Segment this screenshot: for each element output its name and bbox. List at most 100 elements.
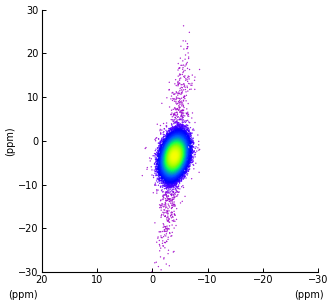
- Point: [187, 149, 192, 154]
- Point: [175, 143, 180, 148]
- Point: [181, 130, 187, 135]
- Point: [155, 161, 160, 166]
- Point: [172, 168, 177, 173]
- Point: [161, 167, 166, 171]
- Point: [175, 156, 180, 161]
- Point: [169, 151, 174, 156]
- Point: [179, 141, 184, 146]
- Point: [171, 176, 176, 181]
- Point: [164, 168, 169, 173]
- Point: [170, 152, 176, 157]
- Point: [167, 137, 173, 142]
- Point: [170, 151, 176, 156]
- Point: [181, 165, 187, 170]
- Point: [177, 163, 182, 168]
- Point: [165, 145, 170, 150]
- Point: [174, 144, 179, 149]
- Point: [172, 163, 177, 168]
- Point: [176, 178, 181, 183]
- Point: [179, 149, 184, 154]
- Point: [182, 126, 187, 130]
- Point: [182, 164, 187, 169]
- Point: [162, 141, 167, 146]
- Point: [163, 165, 168, 170]
- Point: [172, 137, 177, 142]
- Point: [165, 132, 171, 136]
- Point: [174, 164, 179, 169]
- Point: [167, 153, 172, 158]
- Point: [163, 181, 168, 185]
- Point: [178, 151, 184, 156]
- Point: [175, 137, 181, 142]
- Point: [175, 151, 180, 156]
- Point: [175, 165, 181, 170]
- Point: [162, 160, 167, 165]
- Point: [172, 182, 178, 187]
- Point: [182, 139, 188, 144]
- Point: [184, 154, 190, 159]
- Point: [185, 127, 190, 132]
- Point: [176, 172, 181, 177]
- Point: [173, 157, 179, 162]
- Point: [175, 157, 180, 162]
- Point: [159, 155, 164, 160]
- Point: [164, 165, 170, 170]
- Point: [178, 109, 184, 113]
- Point: [174, 149, 179, 154]
- Point: [173, 138, 178, 143]
- Point: [168, 171, 173, 176]
- Point: [156, 156, 162, 161]
- Point: [171, 203, 176, 208]
- Point: [174, 156, 179, 161]
- Point: [172, 160, 177, 165]
- Point: [178, 145, 184, 150]
- Point: [166, 156, 171, 161]
- Point: [182, 154, 187, 158]
- Point: [177, 150, 182, 154]
- Point: [180, 153, 186, 158]
- Point: [185, 137, 190, 142]
- Point: [172, 165, 178, 170]
- Point: [171, 147, 177, 152]
- Point: [166, 152, 172, 157]
- Point: [168, 161, 173, 166]
- Point: [170, 125, 175, 130]
- Point: [169, 147, 175, 152]
- Point: [181, 133, 186, 138]
- Point: [165, 139, 171, 144]
- Point: [168, 146, 173, 151]
- Point: [176, 178, 181, 182]
- Point: [174, 146, 179, 150]
- Point: [169, 157, 175, 162]
- Point: [174, 139, 179, 144]
- Point: [176, 136, 181, 141]
- Point: [181, 158, 187, 163]
- Point: [164, 180, 170, 185]
- Point: [159, 167, 164, 172]
- Point: [171, 133, 176, 138]
- Point: [176, 124, 181, 129]
- Point: [176, 151, 182, 156]
- Point: [171, 150, 176, 155]
- Point: [157, 168, 162, 173]
- Point: [171, 159, 177, 164]
- Point: [175, 126, 180, 131]
- Point: [177, 162, 183, 167]
- Point: [165, 166, 170, 171]
- Point: [172, 148, 177, 153]
- Point: [187, 138, 192, 143]
- Point: [172, 172, 177, 177]
- Point: [168, 161, 174, 166]
- Point: [176, 144, 181, 149]
- Point: [184, 144, 189, 149]
- Point: [171, 172, 176, 177]
- Point: [182, 96, 187, 101]
- Point: [181, 160, 187, 164]
- Point: [165, 154, 170, 159]
- Point: [158, 156, 164, 161]
- Point: [176, 147, 182, 152]
- Point: [183, 154, 188, 158]
- Point: [175, 149, 180, 154]
- Point: [172, 144, 177, 149]
- Point: [171, 179, 176, 184]
